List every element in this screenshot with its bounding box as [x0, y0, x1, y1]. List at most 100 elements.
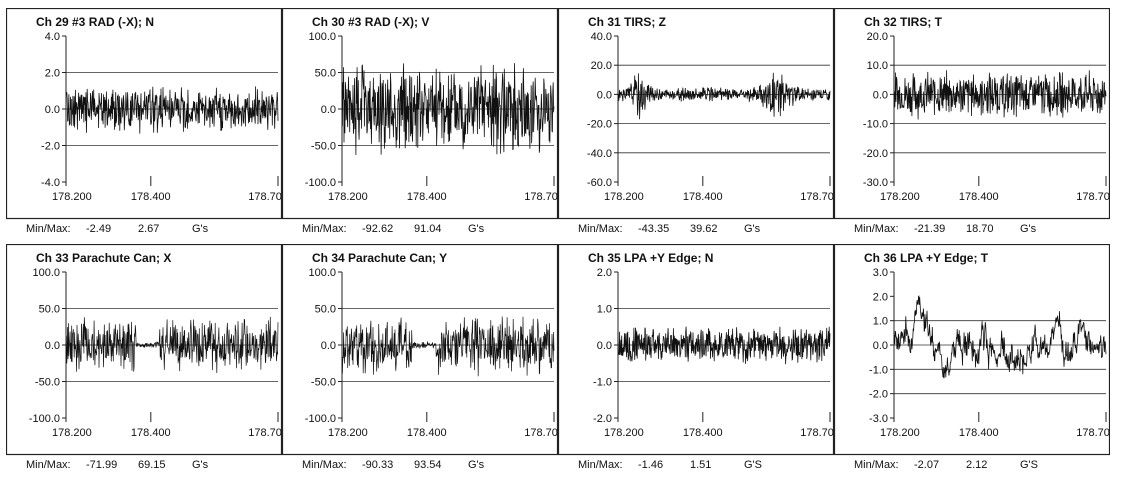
y-tick-label: 100.0 [308, 31, 336, 43]
y-tick-label: -50.0 [35, 377, 60, 389]
max-value: 91.04 [414, 223, 442, 235]
chart-title: Ch 30 #3 RAD (-X); V [312, 15, 429, 29]
minmax-label: Min/Max: [26, 459, 71, 471]
minmax-label: Min/Max: [854, 459, 899, 471]
max-value: 69.15 [138, 459, 166, 471]
chart-svg: Ch 35 LPA +Y Edge; N 2.0 1.0 0.0 -1.0 -2.0 178… [558, 244, 834, 471]
max-value: 2.67 [138, 223, 159, 235]
y-tick-label: -3.0 [869, 413, 888, 425]
signal-trace [65, 316, 279, 374]
y-tick-label: -50.0 [311, 141, 336, 153]
chart-frame [6, 244, 282, 456]
x-tick-label: 178.200 [604, 427, 644, 439]
chart-frame [282, 244, 558, 456]
x-tick-label: 178.700 [1076, 427, 1110, 439]
chart-panel-4: Ch 32 TIRS; T 20.0 10.0 0.0 -10.0 -20.0 -30.0 1… [834, 8, 1110, 238]
chart-title: Ch 31 TIRS; Z [588, 15, 666, 29]
min-value: -2.49 [86, 223, 111, 235]
y-tick-label: -2.0 [593, 413, 612, 425]
x-tick-label: 178.700 [1076, 191, 1110, 203]
chart-title: Ch 32 TIRS; T [864, 15, 943, 29]
chart-panel-8: Ch 36 LPA +Y Edge; T 3.0 2.0 1.0 0.0 -1.0 -2.0… [834, 244, 1110, 474]
x-tick-label: 178.400 [959, 191, 999, 203]
unit-label: G's [192, 459, 209, 471]
y-tick-label: 0.0 [321, 340, 336, 352]
min-value: -71.99 [86, 459, 117, 471]
x-tick-label: 178.700 [800, 191, 834, 203]
chart-svg: Ch 36 LPA +Y Edge; T 3.0 2.0 1.0 0.0 -1.0 -2.0… [834, 244, 1110, 471]
minmax-label: Min/Max: [578, 459, 623, 471]
chart-frame [834, 8, 1110, 220]
y-tick-label: 1.0 [873, 316, 888, 328]
min-value: -2.07 [914, 459, 939, 471]
y-tick-label: 0.0 [45, 104, 60, 116]
unit-label: G'S [744, 459, 762, 471]
chart-panel-2: Ch 30 #3 RAD (-X); V 100.0 50.0 0.0 -50.0 -10… [282, 8, 558, 238]
x-tick-label: 178.700 [248, 427, 282, 439]
y-tick-label: 1.0 [597, 304, 612, 316]
signal-trace [341, 63, 555, 156]
x-tick-label: 178.400 [683, 191, 723, 203]
y-tick-label: -1.0 [869, 364, 888, 376]
minmax-label: Min/Max: [578, 223, 623, 235]
signal-trace [341, 316, 555, 377]
signal-trace [617, 72, 831, 120]
y-tick-label: -20.0 [587, 119, 612, 131]
min-value: -92.62 [362, 223, 393, 235]
y-tick-label: 40.0 [591, 31, 612, 43]
x-tick-label: 178.200 [604, 191, 644, 203]
y-tick-label: 0.0 [45, 340, 60, 352]
chart-frame [6, 8, 282, 220]
x-tick-label: 178.400 [407, 427, 447, 439]
max-value: 18.70 [966, 223, 994, 235]
unit-label: G's [468, 223, 485, 235]
y-tick-label: 2.0 [597, 267, 612, 279]
x-tick-label: 178.200 [328, 427, 368, 439]
y-tick-label: 50.0 [39, 304, 60, 316]
y-tick-label: -4.0 [41, 177, 60, 189]
minmax-label: Min/Max: [854, 223, 899, 235]
signal-trace [893, 70, 1107, 120]
y-tick-label: -2.0 [41, 141, 60, 153]
chart-panel-7: Ch 35 LPA +Y Edge; N 2.0 1.0 0.0 -1.0 -2.0 178… [558, 244, 834, 474]
y-tick-label: 0.0 [597, 89, 612, 101]
y-tick-label: 50.0 [315, 68, 336, 80]
x-tick-label: 178.700 [800, 427, 834, 439]
chart-svg: Ch 34 Parachute Can; Y 100.0 50.0 0.0 -50.0 -… [282, 244, 558, 471]
minmax-label: Min/Max: [302, 223, 347, 235]
y-tick-label: -100.0 [305, 413, 336, 425]
y-tick-label: -100.0 [305, 177, 336, 189]
chart-frame [834, 244, 1110, 456]
y-tick-label: 0.0 [321, 104, 336, 116]
y-tick-label: 20.0 [591, 60, 612, 72]
chart-svg: Ch 32 TIRS; T 20.0 10.0 0.0 -10.0 -20.0 -30.0 1… [834, 8, 1110, 235]
y-tick-label: 100.0 [308, 267, 336, 279]
y-tick-label: 2.0 [45, 68, 60, 80]
y-tick-label: 0.0 [873, 340, 888, 352]
y-tick-label: -1.0 [593, 377, 612, 389]
x-tick-label: 178.700 [248, 191, 282, 203]
unit-label: G's [468, 459, 485, 471]
y-tick-label: 10.0 [867, 60, 888, 72]
y-tick-label: -30.0 [863, 177, 888, 189]
y-tick-label: 100.0 [32, 267, 60, 279]
x-tick-label: 178.400 [407, 191, 447, 203]
chart-title: Ch 36 LPA +Y Edge; T [864, 251, 989, 265]
max-value: 2.12 [966, 459, 987, 471]
max-value: 93.54 [414, 459, 442, 471]
y-tick-label: -10.0 [863, 119, 888, 131]
y-tick-label: -50.0 [311, 377, 336, 389]
x-tick-label: 178.400 [959, 427, 999, 439]
y-tick-label: 0.0 [597, 340, 612, 352]
x-tick-label: 178.200 [52, 191, 92, 203]
signal-trace [893, 295, 1107, 379]
x-tick-label: 178.200 [328, 191, 368, 203]
y-tick-label: 50.0 [315, 304, 336, 316]
y-tick-label: 0.0 [873, 89, 888, 101]
y-tick-label: -40.0 [587, 148, 612, 160]
chart-panel-3: Ch 31 TIRS; Z 40.0 20.0 0.0 -20.0 -40.0 -60.0 1… [558, 8, 834, 238]
min-value: -90.33 [362, 459, 393, 471]
max-value: 1.51 [690, 459, 711, 471]
y-tick-label: -100.0 [29, 413, 60, 425]
min-value: -21.39 [914, 223, 945, 235]
